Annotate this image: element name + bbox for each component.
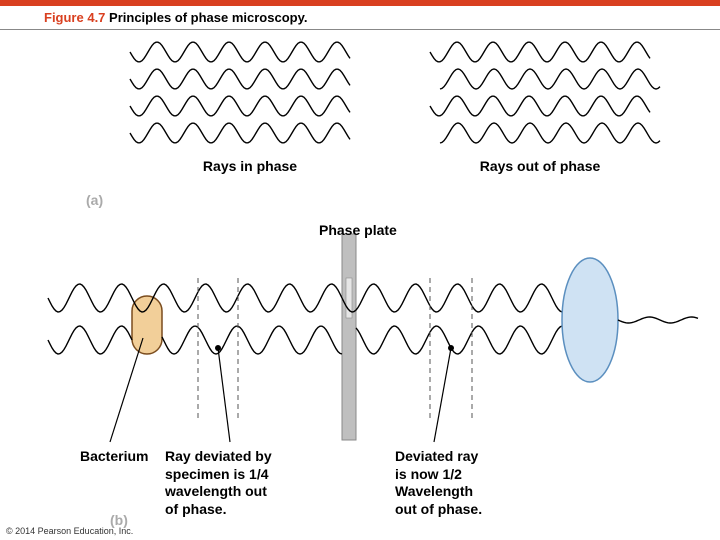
quarter-wave-label: Ray deviated by specimen is 1/4 waveleng… <box>165 448 272 518</box>
panel-b-svg <box>0 220 720 530</box>
rays-out-of-phase-label: Rays out of phase <box>440 158 640 174</box>
panel-a: Rays in phase Rays out of phase (a) <box>0 30 720 220</box>
panel-b: Phase plate Bacterium Ray deviated by sp… <box>0 220 720 530</box>
panel-a-svg <box>0 30 720 220</box>
figure-number: Figure 4.7 <box>44 10 109 25</box>
bacterium-label: Bacterium <box>80 448 148 466</box>
copyright-text: © 2014 Pearson Education, Inc. <box>6 526 133 536</box>
phase-plate-label: Phase plate <box>319 222 397 238</box>
half-wave-label: Deviated ray is now 1/2 Wavelength out o… <box>395 448 482 518</box>
panel-a-marker: (a) <box>86 192 103 208</box>
figure-title: Figure 4.7 Principles of phase microscop… <box>0 6 720 30</box>
rays-in-phase-label: Rays in phase <box>150 158 350 174</box>
figure-caption: Principles of phase microscopy. <box>109 10 307 25</box>
